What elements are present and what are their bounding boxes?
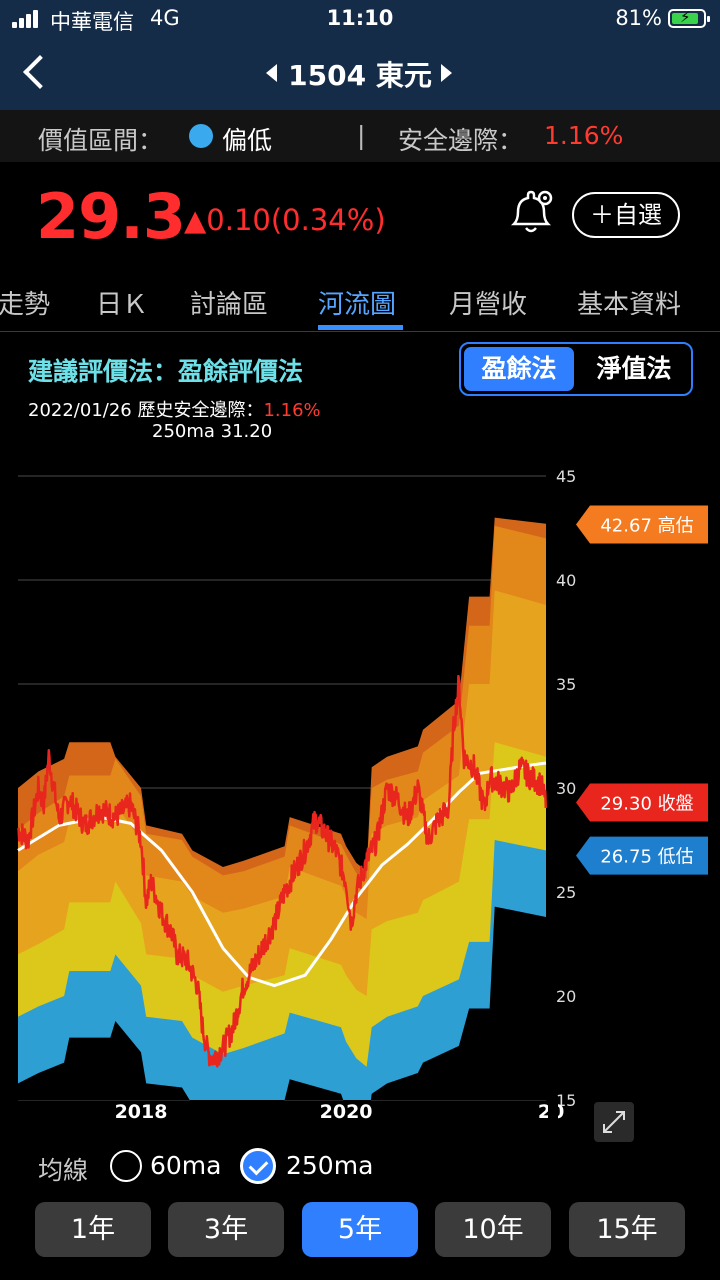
ma-label: 均線 [38, 1156, 89, 1185]
active-tab-indicator [318, 325, 403, 330]
option-60ma-label[interactable]: 60ma [150, 1151, 222, 1180]
y-tick-label: 15 [556, 1091, 576, 1110]
x-tick-label: 2020 [320, 1101, 373, 1123]
ma-value-info: 250ma 31.20 [152, 421, 273, 442]
price-change: ▲0.10(0.34%) [184, 203, 386, 237]
value-tag-shape [576, 505, 708, 544]
status-bar: 中華電信 4G 11:10 81% ⚡ [0, 6, 720, 34]
battery-percent: 81% [615, 6, 662, 30]
x-label-clip [548, 1096, 558, 1126]
radio-250ma-check-icon[interactable] [240, 1148, 276, 1184]
value-tag-shape [576, 836, 708, 875]
value-tag: 42.67 高估 [576, 505, 708, 544]
top-bar: 中華電信 4G 11:10 81% ⚡ 1504 東元 [0, 0, 720, 110]
alert-bell-icon[interactable] [506, 186, 558, 238]
y-tick-label: 20 [556, 987, 576, 1006]
divider: | [357, 121, 366, 150]
range-buttons: 1年 3年 5年 10年 15年 [0, 1202, 720, 1258]
band-floor [18, 906, 546, 1134]
value-zone-dot-icon [189, 124, 213, 148]
page-title: 1504 東元 [288, 59, 432, 92]
signal-icon [12, 10, 42, 28]
range-5y-button[interactable]: 5年 [302, 1202, 418, 1257]
radio-60ma[interactable] [110, 1150, 142, 1182]
add-watchlist-button[interactable]: ＋自選 [572, 192, 680, 238]
y-tick-label: 25 [556, 883, 576, 902]
x-tick-label: 2018 [115, 1101, 168, 1123]
river-band-1 [18, 840, 546, 1100]
earnings-method-button[interactable]: 盈餘法 [464, 347, 574, 391]
tab-river-chart[interactable]: 河流圖 [318, 290, 397, 320]
y-tick-label: 45 [556, 467, 576, 486]
value-zone-value: 偏低 [222, 126, 273, 155]
value-tag-label: 29.30 收盤 [600, 794, 693, 815]
history-margin-value: 1.16% [263, 400, 321, 421]
valuation-strip: 價值區間： 偏低 | 安全邊際： 1.16% [0, 110, 720, 162]
ma-selector: 均線 60ma 250ma [0, 1143, 720, 1191]
option-250ma-label[interactable]: 250ma [286, 1151, 374, 1180]
previous-stock-icon[interactable] [266, 64, 277, 82]
carrier-name: 中華電信 [50, 10, 134, 34]
network-type: 4G [150, 6, 180, 30]
y-tick-label: 35 [556, 675, 576, 694]
value-tag: 29.30 收盤 [576, 783, 708, 822]
method-toggle: 盈餘法 淨值法 [459, 342, 693, 396]
value-tag: 26.75 低估 [576, 836, 708, 875]
date-label: 2022/01/26 歷史安全邊際： [28, 400, 264, 421]
tab-discussion[interactable]: 討論區 [190, 290, 269, 320]
value-zone-label: 價值區間： [38, 126, 164, 155]
value-tag-label: 26.75 低估 [600, 847, 693, 868]
book-value-method-button[interactable]: 淨值法 [596, 354, 672, 383]
tab-daily-k[interactable]: 日Ｋ [96, 290, 149, 320]
tab-bar: 走勢 日Ｋ 討論區 河流圖 月營收 基本資料 [0, 270, 720, 332]
safety-margin-label: 安全邊際： [398, 126, 524, 155]
range-15y-button[interactable]: 15年 [569, 1202, 685, 1257]
range-1y-button[interactable]: 1年 [35, 1202, 151, 1257]
range-10y-button[interactable]: 10年 [435, 1202, 551, 1257]
price-line [16, 674, 548, 1068]
value-tag-shape [576, 783, 708, 822]
tab-trend[interactable]: 走勢 [0, 290, 51, 320]
valuation-method-label: 建議評價法：盈餘評價法 [28, 357, 304, 386]
current-price: 29.3 [36, 180, 186, 253]
clock: 11:10 [326, 6, 394, 30]
tab-monthly-revenue[interactable]: 月營收 [449, 290, 528, 320]
history-margin-info: 2022/01/26 歷史安全邊際：1.16% [28, 396, 321, 422]
value-tag-label: 42.67 高估 [600, 515, 693, 536]
y-tick-label: 40 [556, 571, 576, 590]
next-stock-icon[interactable] [441, 64, 452, 82]
y-tick-label: 30 [556, 779, 576, 798]
tab-basic-info[interactable]: 基本資料 [577, 290, 682, 320]
battery-icon: ⚡ [668, 8, 710, 28]
range-3y-button[interactable]: 3年 [168, 1202, 284, 1257]
expand-icon[interactable] [594, 1102, 634, 1142]
safety-margin-value: 1.16% [544, 121, 624, 150]
